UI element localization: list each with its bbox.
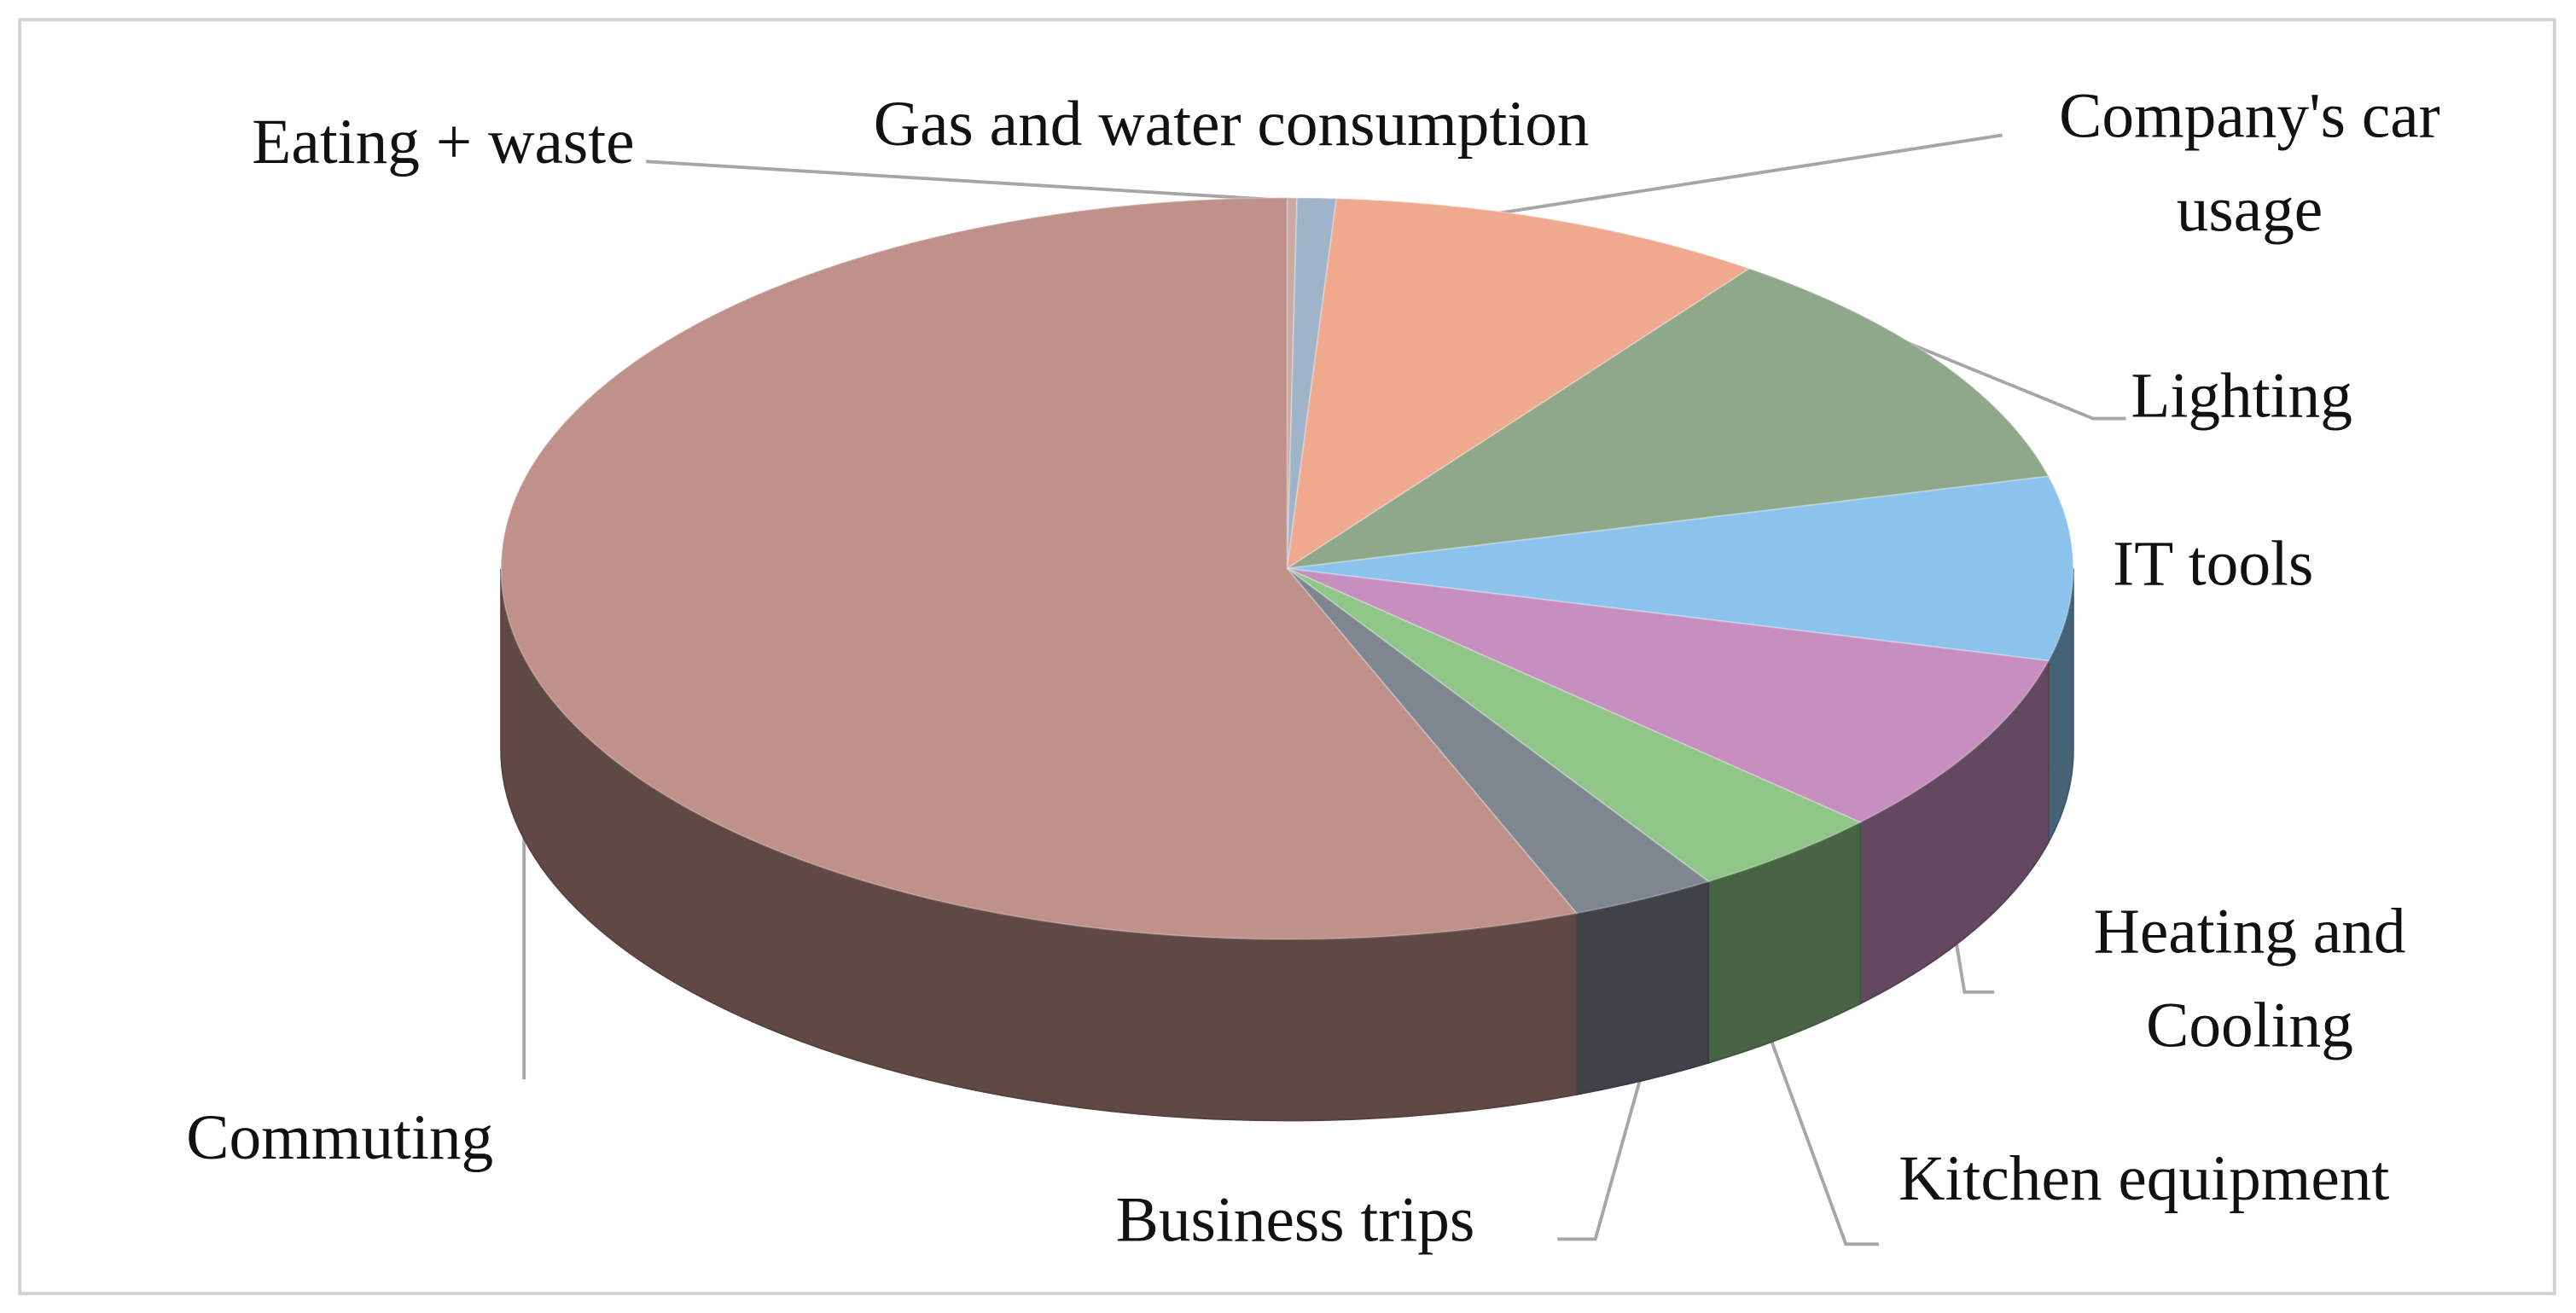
leader-line — [1894, 336, 2126, 421]
slice — [1286, 567, 1711, 915]
slice-label: Eating + waste — [252, 107, 635, 178]
slice — [1287, 475, 2074, 662]
leader-line — [1557, 1073, 1643, 1241]
slice-label: Company's car usage — [2059, 80, 2440, 246]
leader-line — [1770, 1041, 1879, 1246]
slice — [1286, 196, 1299, 569]
slice-label: Business trips — [1115, 1184, 1475, 1256]
slice-side — [1575, 880, 1710, 1096]
slice — [1286, 567, 1863, 883]
leader-line — [1491, 133, 2003, 217]
slice-label: IT tools — [2113, 529, 2314, 601]
slice — [1287, 567, 2050, 823]
slice-label: Lighting — [2131, 360, 2352, 433]
slice — [1286, 197, 1752, 571]
slice-label: Kitchen equipment — [1899, 1143, 2390, 1215]
slice-label: Heating and Cooling — [2093, 896, 2406, 1061]
leader-line — [646, 160, 1270, 201]
slice — [1286, 267, 2050, 570]
slice — [1286, 196, 1338, 569]
slice-label: Gas and water consumption — [873, 89, 1590, 160]
slice-tops — [500, 196, 2074, 940]
slice-label: Commuting — [186, 1102, 494, 1174]
leader-line — [1951, 922, 1995, 994]
slice — [500, 196, 1579, 940]
